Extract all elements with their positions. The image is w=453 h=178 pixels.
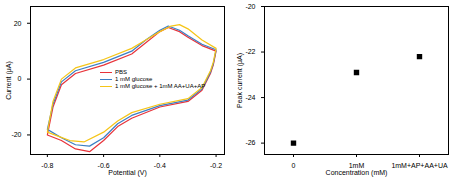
svg-text:Concentration (mM): Concentration (mM): [326, 169, 388, 177]
svg-text:0: 0: [18, 75, 22, 82]
svg-text:20: 20: [14, 19, 22, 26]
svg-text:-0.2: -0.2: [210, 162, 222, 169]
svg-text:Potential (V): Potential (V): [108, 169, 147, 177]
svg-text:-22: -22: [245, 48, 255, 55]
svg-text:-0.6: -0.6: [97, 162, 110, 170]
svg-text:1mM: 1mM: [348, 162, 365, 170]
html-text:PBS: PBS: [115, 69, 127, 75]
html-text:1 mM glucose: 1 mM glucose: [115, 76, 153, 82]
svg-text:Peak current (μA): Peak current (μA): [236, 53, 244, 108]
html-text:1 mM glucose + 1mM AA+UA+AP: 1 mM glucose + 1mM AA+UA+AP: [115, 83, 206, 89]
svg-text:0: 0: [292, 162, 296, 169]
svg-text:-20: -20: [11, 131, 21, 138]
svg-text:1mM+AP+AA+UA: 1mM+AP+AA+UA: [391, 162, 448, 169]
svg-text:Current (μA): Current (μA): [5, 61, 13, 100]
svg-text:-24: -24: [245, 94, 255, 101]
svg-text:-0.4: -0.4: [154, 162, 166, 169]
svg-text:-20: -20: [245, 3, 255, 10]
svg-text:-0.8: -0.8: [41, 162, 53, 169]
svg-text:-26: -26: [245, 139, 255, 146]
